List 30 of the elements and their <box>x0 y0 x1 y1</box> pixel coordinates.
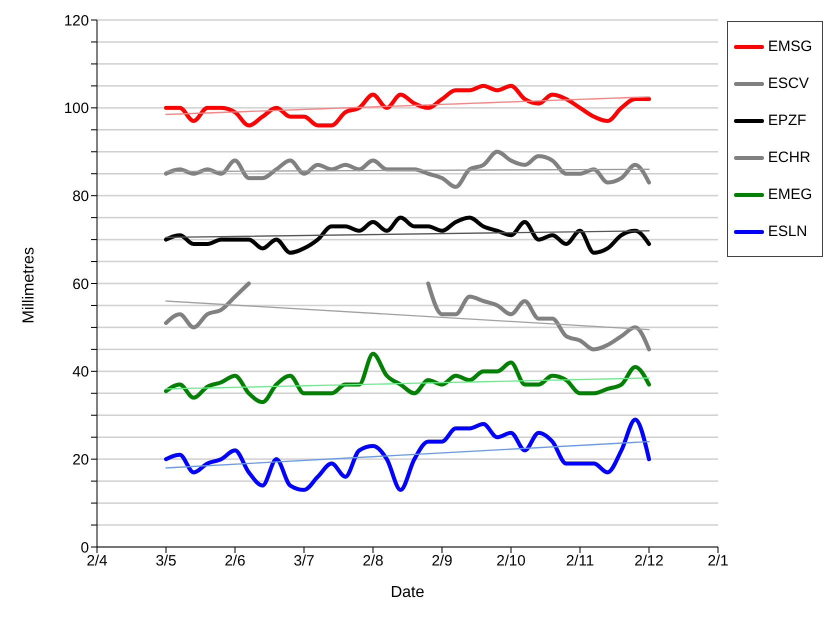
x-tick-label: 2/6 <box>224 552 246 570</box>
legend-label: ESLN <box>768 223 808 240</box>
line-series <box>164 418 651 492</box>
line-series <box>164 84 651 128</box>
legend-label: ESCV <box>768 75 809 92</box>
y-tick-label: 20 <box>72 451 89 468</box>
x-tick-label: 2/12 <box>634 552 664 570</box>
y-axis-title: Millimetres <box>20 247 38 324</box>
line-series <box>164 150 651 189</box>
x-tick-label: 2/9 <box>432 552 452 570</box>
y-tick-label: 0 <box>80 539 89 556</box>
legend-label: EMSG <box>768 38 812 55</box>
x-tick-label: 2/4 <box>86 552 108 570</box>
legend-label: ECHR <box>768 149 811 166</box>
x-axis-title: Date <box>390 584 424 601</box>
line-series <box>164 216 651 255</box>
legend-label: EMEG <box>768 186 812 203</box>
y-tick-label: 120 <box>64 12 89 30</box>
x-tick-label: 3/5 <box>156 552 176 570</box>
line-series <box>164 352 651 404</box>
x-tick-label: 2/8 <box>362 552 384 570</box>
x-tick-label: 2/1 <box>708 552 728 570</box>
y-tick-label: 80 <box>72 188 89 205</box>
x-tick-label: 2/10 <box>496 552 526 570</box>
y-tick-label: 40 <box>72 364 89 381</box>
y-tick-label: 100 <box>64 100 89 118</box>
x-tick-label: 3/7 <box>294 552 314 570</box>
x-tick-label: 2/11 <box>566 552 594 570</box>
legend-label: EPZF <box>768 112 806 129</box>
y-tick-label: 60 <box>72 276 89 293</box>
